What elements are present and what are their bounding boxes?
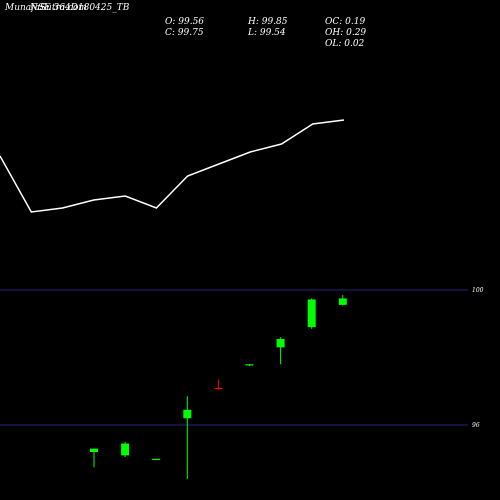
ohlc-high: H: 99.85 bbox=[247, 17, 288, 27]
ohlc-low: L: 99.54 bbox=[247, 28, 286, 38]
candle-gridlines: 100 96 bbox=[0, 287, 484, 429]
candle-body bbox=[152, 458, 161, 460]
ohlc-ol: OL: 0.02 bbox=[325, 39, 365, 49]
y-tick-label: 96 bbox=[472, 422, 480, 429]
ohlc-oc: OC: 0.19 bbox=[325, 17, 365, 27]
candle-body bbox=[90, 448, 98, 452]
y-tick-label: 100 bbox=[472, 287, 484, 294]
price-line bbox=[0, 119, 345, 213]
site-watermark: MunafaSutra.com bbox=[4, 3, 87, 13]
ticker-label: NSE 364D180425_TB bbox=[29, 3, 130, 13]
candle-body bbox=[214, 387, 223, 390]
candle-body bbox=[245, 364, 254, 366]
candle-body bbox=[121, 443, 130, 456]
ohlc-close: C: 99.75 bbox=[165, 28, 204, 38]
ohlc-open: O: 99.56 bbox=[165, 17, 204, 27]
price-line-chart bbox=[0, 119, 345, 213]
candlestick-chart bbox=[90, 295, 347, 479]
candle-body bbox=[183, 409, 192, 419]
candle-body bbox=[276, 338, 285, 348]
candle-body bbox=[307, 299, 316, 328]
ohlc-oh: OH: 0.29 bbox=[325, 28, 366, 38]
candle-body bbox=[338, 298, 347, 305]
